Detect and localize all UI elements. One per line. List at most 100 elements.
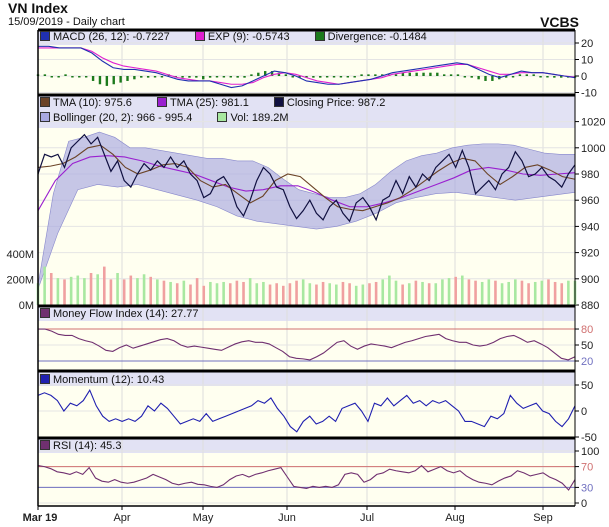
divergence-bar — [456, 74, 460, 76]
volume-bar — [421, 281, 424, 305]
volume-bar — [222, 281, 225, 305]
divergence-bar — [415, 72, 418, 76]
divergence-bar — [222, 76, 226, 78]
divergence-bar — [442, 74, 446, 76]
volume-bar — [401, 284, 404, 305]
volume-bar — [268, 284, 272, 305]
y-tick-label: 920 — [581, 248, 599, 260]
x-tick-label: Mar 19 — [23, 512, 58, 524]
volume-bar — [361, 284, 365, 305]
divergence-bar — [463, 76, 467, 78]
divergence-bar — [539, 76, 542, 78]
divergence-bar — [491, 76, 494, 81]
divergence-bar — [181, 76, 184, 78]
divergence-bar — [422, 72, 425, 76]
y-tick-label: 980 — [581, 169, 599, 181]
divergence-bar — [84, 76, 88, 78]
divergence-bar — [353, 76, 356, 78]
volume-bar — [567, 280, 570, 305]
y-tick-label: -50 — [581, 432, 597, 444]
volume-bar — [547, 279, 550, 305]
tma10-swatch — [40, 97, 50, 107]
y-tick-label: 100 — [581, 446, 599, 458]
divergence-bar — [560, 76, 563, 78]
divergence-bar — [305, 76, 308, 78]
divergence-bar — [374, 74, 377, 76]
volume-bar — [454, 276, 457, 305]
divergence-bar — [546, 76, 549, 78]
volume-bar — [122, 279, 126, 305]
price-header-band — [38, 96, 575, 128]
rsi-header-band — [38, 439, 575, 453]
volume-bar — [49, 273, 53, 305]
divergence-bar — [518, 74, 522, 76]
y-tick-label: 10 — [581, 55, 593, 67]
momentum-swatch — [40, 374, 50, 384]
volume-bar — [520, 280, 524, 305]
y-tick-label: 50 — [581, 380, 593, 392]
y-tick-label: -10 — [581, 88, 597, 100]
volume-bar — [89, 273, 93, 305]
macd-swatch — [40, 31, 50, 41]
mfi-legend-label: Money Flow Index (14): 27.77 — [53, 308, 199, 320]
divergence-bar — [133, 76, 136, 80]
divergence-bar — [394, 74, 398, 76]
volume-bar — [195, 278, 199, 305]
divergence-bar — [319, 76, 322, 78]
volume-bar — [407, 283, 411, 305]
divergence-bar — [98, 76, 102, 85]
divergence-bar — [312, 76, 315, 78]
divergence-bar — [236, 76, 239, 78]
y-tick-label: 1020 — [581, 117, 605, 129]
volume-bar — [527, 283, 530, 305]
volume-bar — [169, 281, 172, 305]
volume-bar — [434, 283, 438, 305]
volume-bar — [156, 279, 159, 305]
divergence-bar — [71, 76, 74, 78]
divergence-bar — [64, 74, 67, 76]
divergence-bar — [525, 74, 529, 76]
volume-bar — [335, 284, 338, 305]
volume-tick-label: 400M — [6, 249, 34, 261]
volume-bar — [540, 280, 544, 305]
volume-bar — [295, 280, 298, 305]
volume-bar — [301, 279, 305, 305]
volume-bar — [348, 283, 351, 305]
volume-bar — [96, 274, 99, 305]
volume-bar — [447, 278, 451, 305]
y-tick-label: 940 — [581, 221, 599, 233]
volume-swatch — [217, 112, 228, 122]
volume-bar — [129, 275, 133, 305]
rsi-legend: RSI (14): 45.3 — [40, 440, 121, 452]
volume-bar — [533, 281, 537, 305]
volume-bar — [182, 280, 186, 305]
x-tick-label: Sep — [533, 512, 553, 524]
volume-bar — [202, 285, 206, 305]
volume-bar — [189, 284, 192, 305]
volume-bar — [242, 281, 245, 305]
divergence-bar — [188, 76, 191, 78]
y-tick-label: 20 — [581, 356, 593, 368]
volume-bar — [149, 276, 153, 305]
x-tick-label: Jun — [278, 512, 296, 524]
volume-bar — [487, 279, 491, 305]
volume-bar — [63, 279, 66, 305]
divergence-bar — [401, 72, 405, 76]
close-legend-label: Closing Price: 987.2 — [286, 97, 386, 109]
rsi-legend-label: RSI (14): 45.3 — [53, 440, 122, 452]
macd-line — [38, 45, 576, 89]
y-tick-label: 1000 — [581, 143, 605, 155]
y-tick-label: 960 — [581, 195, 599, 207]
volume-legend-label: Vol: 189.2M — [230, 112, 289, 124]
divergence-bar — [360, 74, 363, 76]
macd-legend: MACD (26, 12): -0.7227 EXP (9): -0.5743 … — [40, 31, 449, 43]
y-tick-label: 80 — [581, 324, 593, 336]
momentum-header-band — [38, 372, 575, 386]
volume-bar — [255, 283, 259, 305]
divergence-bar — [229, 76, 232, 78]
divergence-bar — [291, 76, 294, 78]
divergence-bar — [195, 76, 198, 78]
volume-bar — [288, 283, 292, 305]
exp-line — [38, 47, 576, 85]
